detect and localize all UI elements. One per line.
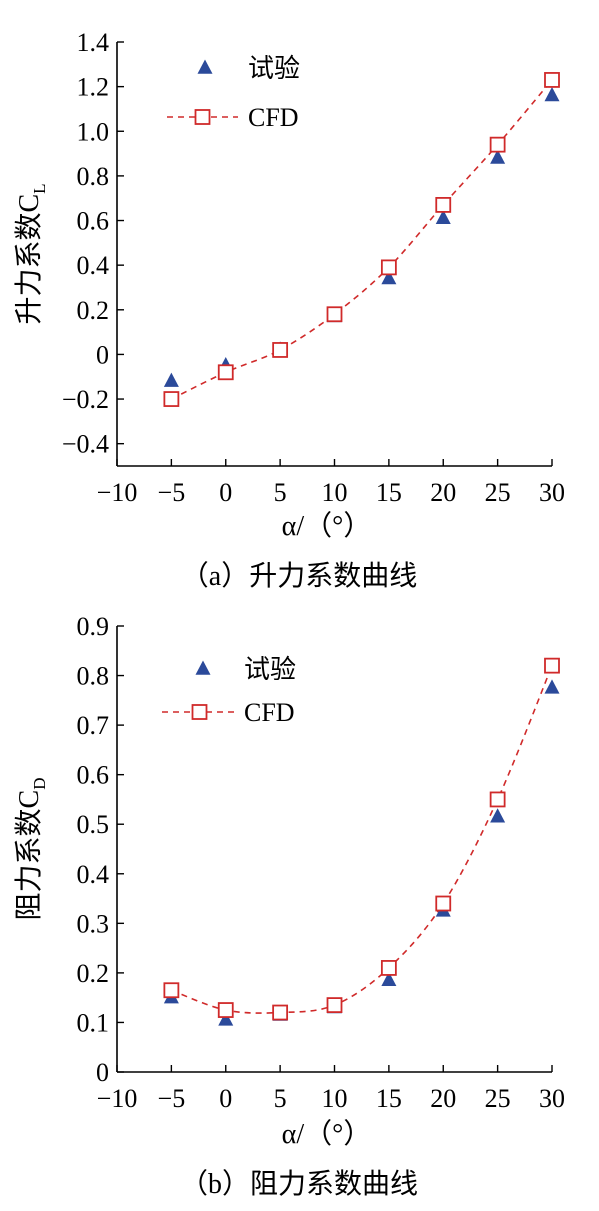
cfd-data-point [380,259,397,276]
y-tick-label: 0.6 [77,207,110,236]
x-tick-label: 5 [274,478,287,507]
cfd-data-point [163,982,180,999]
legend-cfd-label: CFD [248,103,299,132]
chart-caption: （b）阻力系数曲线 [180,1168,418,1200]
cfd-data-point [489,791,506,808]
y-tick-label: 0.8 [77,662,110,691]
cfd-data-point [435,197,452,213]
y-tick-label: 0.2 [77,959,110,988]
test-data-point [381,971,397,987]
y-tick-label: 0.1 [77,1008,110,1037]
y-tick-label: 1.4 [77,28,110,57]
cfd-data-point [489,136,506,153]
test-data-point [544,87,560,102]
y-axis-label: 升力系数CL [13,183,49,324]
y-axis-label: 阻力系数CD [13,778,49,921]
cfd-data-point [217,1002,234,1018]
x-tick-label: −5 [158,478,186,507]
cfd-data-point [544,72,560,88]
drag-coefficient-chart: 0 0.1 0.2 0.3 0.4 0.5 0.6 0.7 0.8 0.9 −10 −5 0 5 10 15 2… [13,612,565,1200]
test-data-point [381,269,397,285]
y-tick-label: 0.2 [77,296,110,325]
y-tick-label: 0.3 [77,909,110,938]
cfd-data-point [544,657,560,674]
x-tick-label: 20 [430,1084,456,1113]
x-tick-label: 15 [376,478,402,507]
y-tick-label: 0.8 [77,162,110,191]
cfd-data-point [272,342,289,358]
x-tick-label: 20 [430,478,456,507]
x-tick-label: 30 [539,478,565,507]
legend-cfd-label: CFD [244,698,295,727]
y-tick-label: 0 [96,1058,109,1087]
lift-coefficient-chart: −0.4 −0.2 0 0.2 0.4 0.6 0.8 1.0 1.2 1.4 −10 −5 0 5 10 1… [13,28,565,592]
legend: 试验 CFD [167,54,300,132]
chart-caption: （a）升力系数曲线 [181,560,417,592]
x-tick-label: 25 [485,478,511,507]
x-tick-label: 15 [376,1084,402,1113]
y-tick-label: −0.2 [62,385,109,414]
y-tick-label: 0 [96,340,109,369]
cfd-series-line [171,665,553,1014]
test-data-point [218,1011,234,1026]
cfd-data-point [163,391,180,407]
cfd-data-point [217,364,234,381]
y-tick-label: 0.6 [77,761,110,790]
cfd-data-point [326,997,343,1013]
legend-cfd-marker [194,109,211,125]
test-data-point [490,149,506,164]
x-tick-label: 0 [219,478,232,507]
legend-test-marker [197,59,213,74]
x-axis-label: α/（°） [282,1118,372,1150]
legend-test-label: 试验 [244,655,296,684]
x-tick-label: −10 [97,1084,138,1113]
x-tick-label: 10 [322,478,348,507]
cfd-data-point [326,306,343,323]
y-tick-label: 0.7 [77,711,110,740]
x-tick-label: −10 [97,478,138,507]
x-tick-label: 0 [219,1084,232,1113]
test-data-point [544,679,560,694]
y-tick-label: −0.4 [62,430,109,459]
cfd-data-point [380,960,397,976]
x-tick-label: 5 [274,1084,287,1113]
y-tick-label: 1.0 [77,117,110,146]
legend: 试验 CFD [162,655,296,727]
y-tick-label: 0.4 [77,251,110,280]
y-tick-label: 0.9 [77,612,110,641]
legend-test-label: 试验 [248,54,300,83]
test-data-point [163,372,179,387]
x-tick-label: −5 [158,1084,186,1113]
x-tick-label: 25 [485,1084,511,1113]
legend-cfd-marker [191,704,208,720]
test-data-point [490,808,506,823]
x-tick-label: 30 [539,1084,565,1113]
y-tick-label: 0.4 [77,860,110,889]
y-tick-label: 1.2 [77,73,110,102]
x-axis-label: α/（°） [282,510,372,542]
legend-test-marker [195,660,211,675]
y-tick-label: 0.5 [77,810,110,839]
test-data-point [435,209,451,224]
cfd-data-point [272,1004,289,1021]
x-tick-label: 10 [322,1084,348,1113]
cfd-data-point [435,895,452,912]
cfd-series-line [171,79,553,400]
